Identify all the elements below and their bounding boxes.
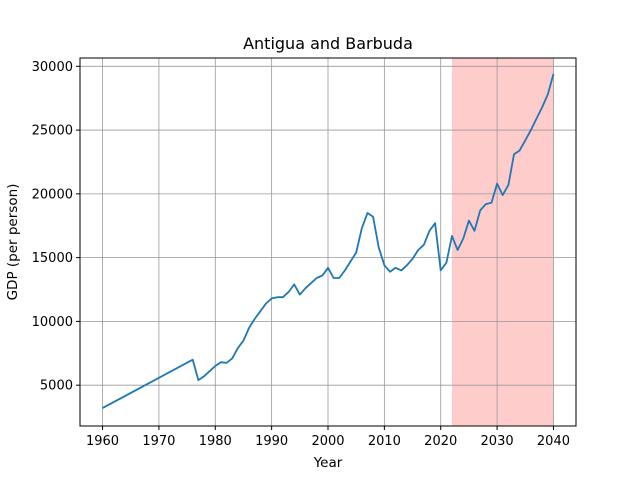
x-tick-label: 2020: [424, 434, 457, 449]
y-tick-label: 25000: [32, 124, 73, 139]
y-tick-label: 10000: [32, 315, 73, 330]
y-tick-label: 15000: [32, 251, 73, 266]
chart-title: Antigua and Barbuda: [243, 34, 413, 53]
x-tick-label: 1960: [86, 434, 119, 449]
x-tick-label: 2040: [537, 434, 570, 449]
y-axis-title: GDP (per person): [5, 184, 21, 301]
x-tick-label: 2030: [481, 434, 514, 449]
x-axis-title: Year: [313, 455, 343, 471]
x-tick-label: 2010: [368, 434, 401, 449]
x-tick-label: 1990: [255, 434, 288, 449]
y-tick-label: 20000: [32, 187, 73, 202]
x-tick-label: 1970: [142, 434, 175, 449]
x-tick-label: 1980: [199, 434, 232, 449]
tick-layer: 1960 1970 1980 1990 2000 2010 2020 2030 2040 5000…: [32, 60, 570, 449]
gdp-series-line: [102, 73, 555, 409]
y-tick-label: 5000: [40, 379, 73, 394]
x-tick-label: 2000: [311, 434, 344, 449]
y-tick-label: 30000: [32, 60, 73, 75]
series-layer: [102, 73, 555, 409]
grid-layer: [80, 58, 576, 426]
